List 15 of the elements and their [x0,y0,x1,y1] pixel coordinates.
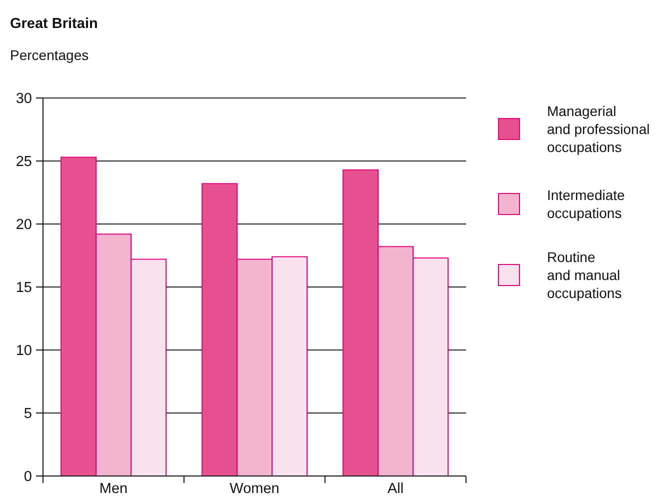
y-tick-label: 25 [16,154,32,170]
y-tick-label: 30 [16,91,32,108]
x-tick-label: All [387,481,404,497]
legend-label: Managerial and professional occupations [547,102,650,156]
chart-title: Great Britain [10,16,98,32]
y-tick-label: 20 [16,217,32,234]
legend-label: Routine and manual occupations [547,248,622,302]
x-tick-label: Women [230,481,280,497]
y-tick-label: 0 [24,469,32,486]
x-tick-label: Men [99,481,128,497]
y-tick-label: 10 [16,343,32,360]
y-tick-label: 5 [24,406,32,422]
y-axis-title: Percentages [10,47,89,63]
y-tick-label: 15 [16,280,32,296]
legend-label: Intermediate occupations [547,186,625,222]
